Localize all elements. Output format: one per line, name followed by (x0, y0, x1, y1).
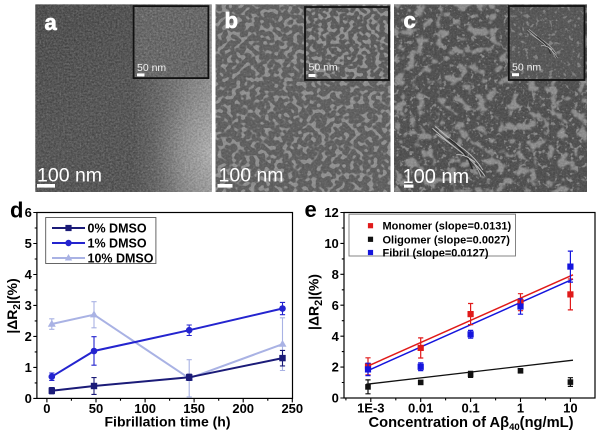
svg-text:100 nm: 100 nm (37, 165, 102, 187)
svg-text:200: 200 (232, 401, 254, 416)
svg-text:5: 5 (25, 236, 32, 251)
svg-text:0.01: 0.01 (408, 401, 433, 416)
svg-text:e: e (305, 197, 317, 222)
svg-text:12: 12 (324, 205, 338, 220)
svg-text:Fibril (slope=0.0127): Fibril (slope=0.0127) (383, 248, 489, 260)
svg-text:a: a (45, 10, 58, 35)
svg-text:100 nm: 100 nm (403, 166, 470, 188)
svg-text:50: 50 (89, 401, 103, 416)
svg-text:0: 0 (332, 391, 339, 406)
svg-text:0: 0 (43, 401, 50, 416)
svg-text:Monomer (slope=0.0131): Monomer (slope=0.0131) (383, 221, 512, 233)
svg-text:2: 2 (25, 329, 32, 344)
svg-text:4: 4 (25, 267, 33, 282)
svg-text:8: 8 (332, 267, 339, 282)
svg-text:4: 4 (332, 329, 340, 344)
svg-text:2: 2 (332, 360, 339, 375)
svg-text:1% DMSO: 1% DMSO (88, 237, 147, 251)
svg-text:150: 150 (183, 401, 205, 416)
svg-text:250: 250 (281, 401, 303, 416)
svg-text:b: b (225, 8, 238, 33)
svg-text:10% DMSO: 10% DMSO (88, 252, 154, 266)
svg-text:100: 100 (134, 401, 156, 416)
svg-text:6: 6 (332, 298, 339, 313)
svg-text:|ΔR2|(%): |ΔR2|(%) (306, 274, 325, 330)
svg-text:1E-3: 1E-3 (357, 401, 384, 416)
svg-text:0: 0 (25, 391, 32, 406)
svg-text:100 nm: 100 nm (219, 165, 284, 187)
svg-text:10: 10 (563, 401, 577, 416)
svg-text:0% DMSO: 0% DMSO (88, 222, 147, 236)
svg-text:Concentration of Aβ40(ng/mL): Concentration of Aβ40(ng/mL) (368, 415, 573, 433)
svg-text:10: 10 (324, 236, 338, 251)
svg-text:1: 1 (25, 360, 32, 375)
svg-text:50 nm: 50 nm (309, 62, 338, 74)
svg-text:Oligomer (slope=0.0027): Oligomer (slope=0.0027) (383, 234, 511, 246)
svg-text:6: 6 (25, 205, 32, 220)
svg-text:0.1: 0.1 (462, 401, 480, 416)
svg-text:3: 3 (25, 298, 32, 313)
svg-text:c: c (404, 8, 416, 33)
svg-text:|ΔR2|(%): |ΔR2|(%) (4, 278, 23, 333)
svg-text:d: d (10, 198, 23, 223)
svg-text:50 nm: 50 nm (137, 62, 166, 74)
svg-text:Fibrillation time (h): Fibrillation time (h) (105, 414, 231, 430)
svg-text:1: 1 (517, 401, 524, 416)
svg-text:50 nm: 50 nm (512, 62, 541, 74)
